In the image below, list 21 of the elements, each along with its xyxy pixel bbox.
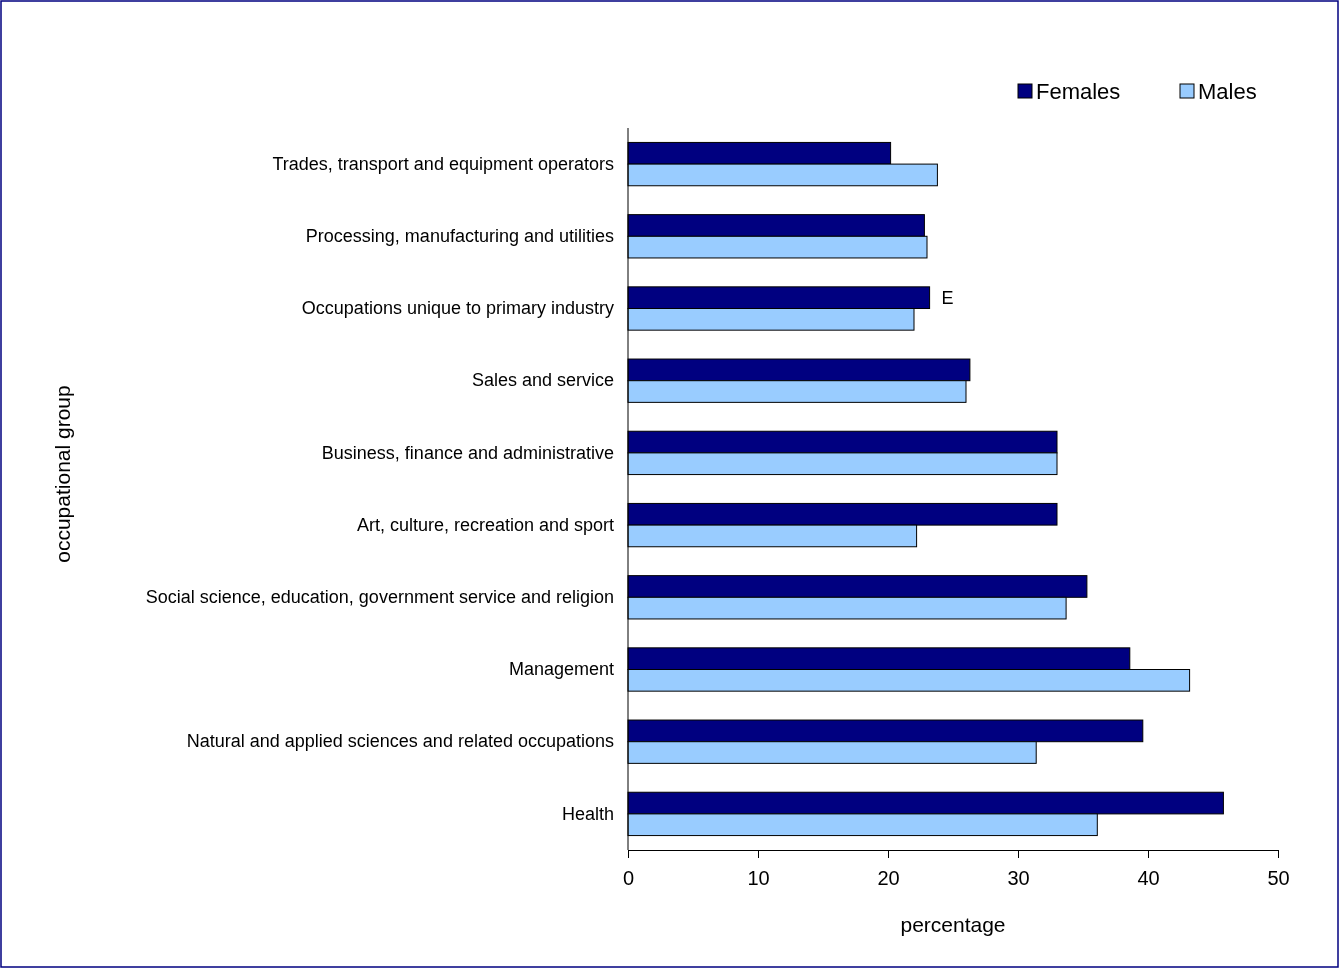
y-tick-label: Occupations unique to primary industry <box>301 298 614 319</box>
y-tick-label: Business, finance and administrative <box>321 442 614 463</box>
x-tick-label: 20 <box>877 867 900 889</box>
y-tick-label: Natural and applied sciences and related occupations <box>186 731 614 752</box>
x-tick-label: 0 <box>622 867 635 889</box>
y-tick-label: Art, culture, recreation and sport <box>356 514 614 535</box>
y-tick-label: Health <box>561 803 614 824</box>
y-tick-label: Processing, manufacturing and utilities <box>305 226 614 247</box>
x-tick-label: 40 <box>1137 867 1160 889</box>
x-tick-label: 10 <box>747 867 770 889</box>
legend-label: Males <box>1198 78 1257 104</box>
legend-label: Females <box>1036 78 1121 104</box>
y-tick-label: Social science, education, government service and religion <box>145 587 614 608</box>
y-tick-label: Management <box>508 659 614 680</box>
y-tick-label: Sales and service <box>471 370 614 391</box>
y-tick-label: Trades, transport and equipment operators <box>272 153 614 174</box>
x-tick-label: 50 <box>1267 867 1290 889</box>
x-axis-title: percentage <box>900 913 1006 936</box>
y-axis-title: occupational group <box>51 385 74 563</box>
x-tick-label: 30 <box>1007 867 1030 889</box>
annotation: E <box>941 287 954 308</box>
